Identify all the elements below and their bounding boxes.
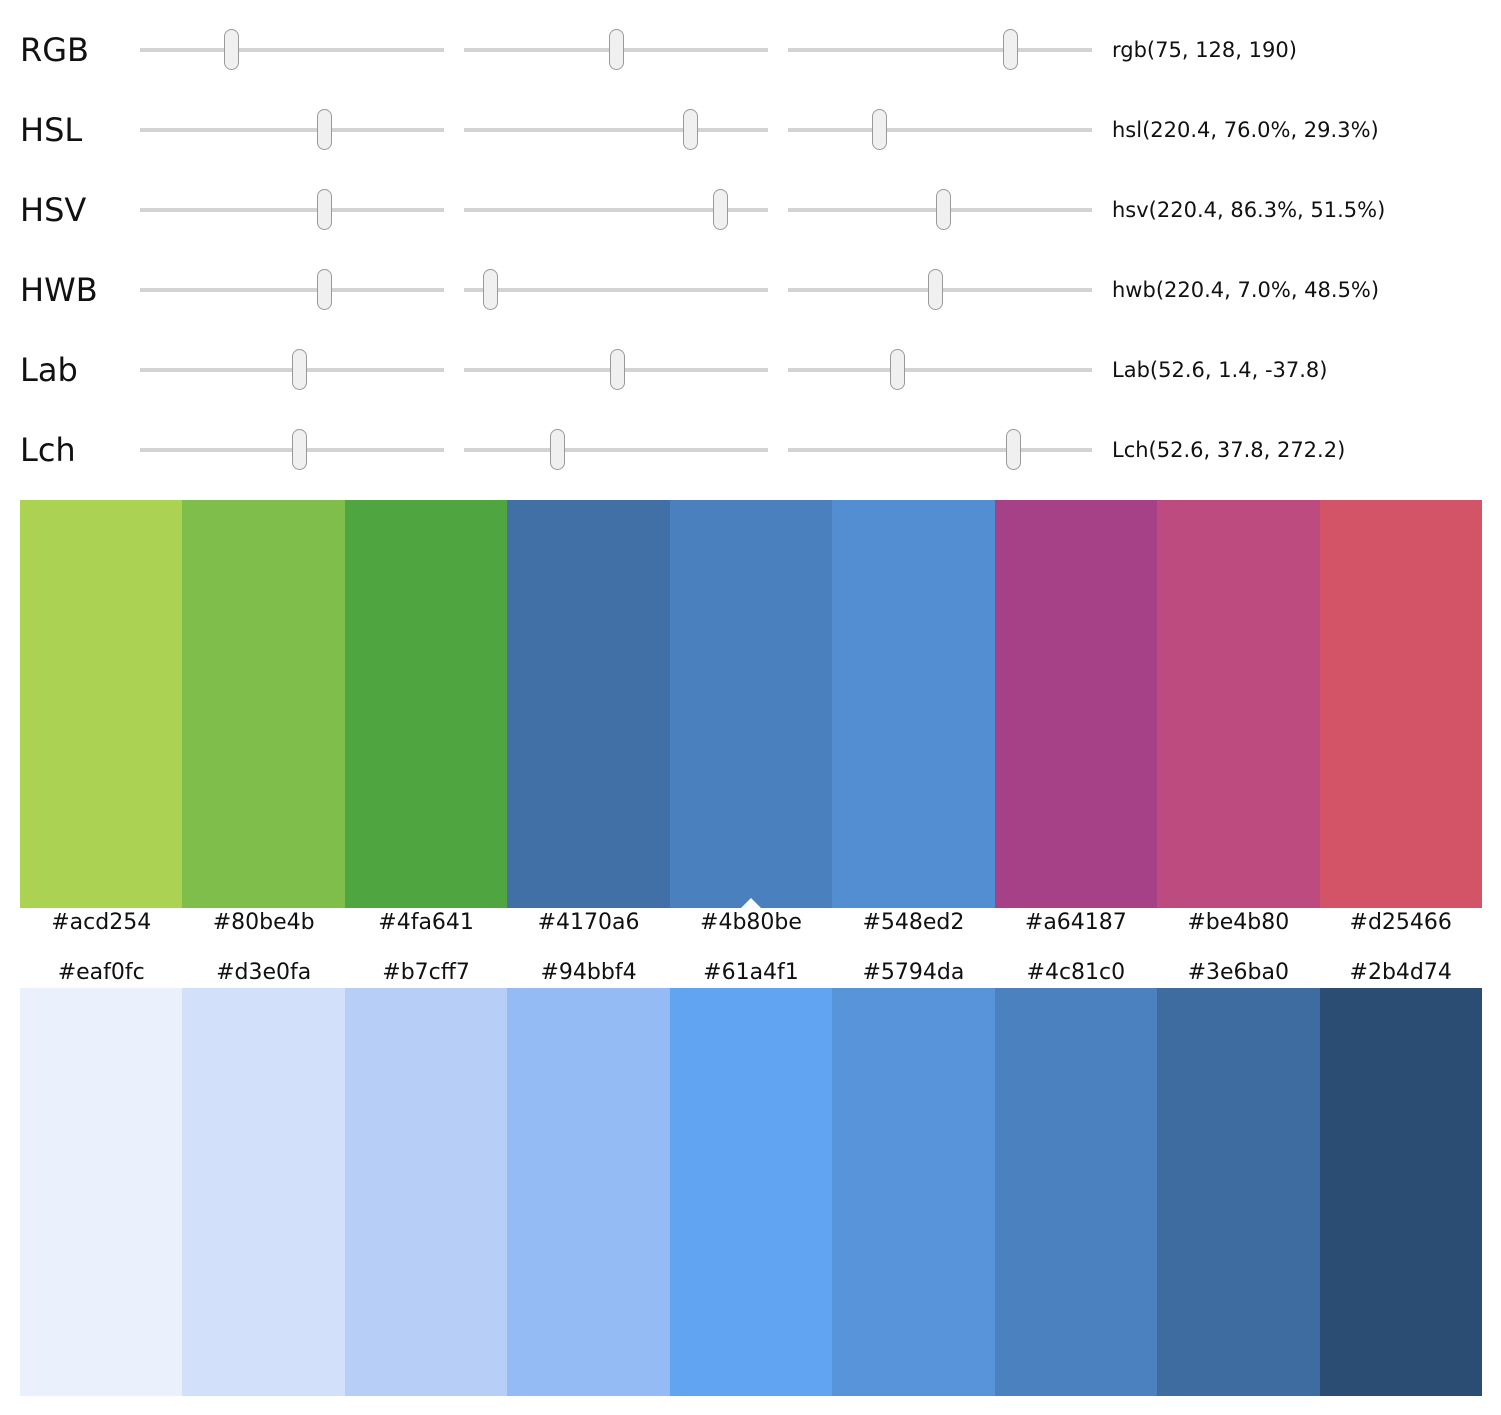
slider-track[interactable]	[140, 429, 444, 470]
slider-row-lch: Lch Lch(52.6, 37.8, 272.2)	[0, 410, 1501, 490]
palette-top	[20, 500, 1482, 908]
color-swatch[interactable]	[182, 500, 345, 908]
hex-label: #5794da	[862, 960, 965, 985]
model-label: HSV	[20, 191, 87, 229]
slider-thumb[interactable]	[871, 109, 887, 150]
color-swatch[interactable]	[1157, 988, 1320, 1396]
model-label: RGB	[20, 31, 89, 69]
color-swatch[interactable]	[832, 500, 995, 908]
slider-track[interactable]	[788, 29, 1092, 70]
slider-thumb[interactable]	[608, 29, 624, 70]
slider-thumb[interactable]	[291, 349, 307, 390]
color-swatch[interactable]	[1319, 500, 1482, 908]
color-value: Lab(52.6, 1.4, -37.8)	[1112, 358, 1328, 382]
hex-label: #4c81c0	[1026, 960, 1126, 985]
palette-bottom	[20, 988, 1482, 1396]
color-swatch[interactable]	[20, 988, 183, 1396]
slider-track[interactable]	[788, 429, 1092, 470]
hex-label: #4b80be	[700, 910, 802, 935]
slider-track[interactable]	[464, 189, 768, 230]
slider-track[interactable]	[140, 29, 444, 70]
slider-thumb[interactable]	[316, 269, 332, 310]
color-value: Lch(52.6, 37.8, 272.2)	[1112, 438, 1346, 462]
slider-thumb[interactable]	[610, 349, 626, 390]
slider-thumb[interactable]	[683, 109, 699, 150]
slider-row-hwb: HWB hwb(220.4, 7.0%, 48.5%)	[0, 250, 1501, 330]
slider-track[interactable]	[140, 269, 444, 310]
color-swatch[interactable]	[994, 500, 1158, 908]
color-swatch[interactable]	[1157, 500, 1320, 908]
slider-thumb[interactable]	[316, 189, 332, 230]
slider-thumb[interactable]	[316, 109, 332, 150]
slider-thumb[interactable]	[889, 349, 905, 390]
slider-row-hsv: HSV hsv(220.4, 86.3%, 51.5%)	[0, 170, 1501, 250]
slider-thumb[interactable]	[1003, 29, 1019, 70]
color-value: hsl(220.4, 76.0%, 29.3%)	[1112, 118, 1379, 142]
color-swatch[interactable]	[182, 988, 345, 1396]
slider-thumb[interactable]	[713, 189, 729, 230]
slider-track[interactable]	[788, 189, 1092, 230]
slider-track[interactable]	[140, 189, 444, 230]
model-label: HWB	[20, 271, 98, 309]
hex-label: #b7cff7	[382, 960, 470, 985]
model-label: Lch	[20, 431, 76, 469]
color-value: hwb(220.4, 7.0%, 48.5%)	[1112, 278, 1380, 302]
slider-thumb[interactable]	[483, 269, 499, 310]
hex-label: #80be4b	[212, 910, 315, 935]
color-swatch[interactable]	[20, 500, 183, 908]
slider-thumb[interactable]	[291, 429, 307, 470]
slider-track[interactable]	[464, 349, 768, 390]
slider-track[interactable]	[140, 349, 444, 390]
color-swatch[interactable]	[344, 500, 508, 908]
slider-track[interactable]	[140, 109, 444, 150]
color-swatch[interactable]	[1319, 988, 1482, 1396]
color-swatch[interactable]	[832, 988, 995, 1396]
hex-label: #acd254	[51, 910, 152, 935]
slider-track[interactable]	[788, 269, 1092, 310]
slider-row-rgb: RGB rgb(75, 128, 190)	[0, 10, 1501, 90]
hex-label: #3e6ba0	[1187, 960, 1289, 985]
slider-thumb[interactable]	[550, 429, 565, 470]
slider-track[interactable]	[788, 109, 1092, 150]
palette-top-labels: #acd254 #80be4b #4fa641 #4170a6 #4b80be #548e…	[20, 908, 1482, 938]
slider-row-lab: Lab Lab(52.6, 1.4, -37.8)	[0, 330, 1501, 410]
hex-label: #eaf0fc	[57, 960, 145, 985]
color-value: rgb(75, 128, 190)	[1112, 38, 1297, 62]
slider-row-hsl: HSL hsl(220.4, 76.0%, 29.3%)	[0, 90, 1501, 170]
slider-thumb[interactable]	[1006, 429, 1022, 470]
color-swatch[interactable]	[507, 500, 670, 908]
slider-thumb[interactable]	[927, 269, 943, 310]
slider-thumb[interactable]	[224, 29, 240, 70]
color-swatch[interactable]	[507, 988, 670, 1396]
selected-marker-bottom	[741, 898, 761, 908]
color-swatch[interactable]	[344, 988, 508, 1396]
hex-label: #61a4f1	[703, 960, 799, 985]
slider-track[interactable]	[464, 29, 768, 70]
color-swatch[interactable]	[669, 988, 833, 1396]
hex-label: #2b4d74	[1349, 960, 1452, 985]
slider-thumb[interactable]	[936, 189, 952, 230]
color-swatch[interactable]	[669, 500, 833, 908]
color-swatch[interactable]	[994, 988, 1158, 1396]
hex-label: #4170a6	[537, 910, 640, 935]
hex-label: #a64187	[1024, 910, 1127, 935]
slider-track[interactable]	[464, 269, 768, 310]
color-value: hsv(220.4, 86.3%, 51.5%)	[1112, 198, 1386, 222]
slider-track[interactable]	[464, 429, 768, 470]
slider-track[interactable]	[788, 349, 1092, 390]
slider-track[interactable]	[464, 109, 768, 150]
hex-label: #548ed2	[862, 910, 965, 935]
hex-label: #4fa641	[378, 910, 474, 935]
hex-label: #be4b80	[1187, 910, 1290, 935]
model-label: Lab	[20, 351, 78, 389]
hex-label: #94bbf4	[540, 960, 637, 985]
hex-label: #d25466	[1349, 910, 1452, 935]
palette-bottom-labels: #eaf0fc #d3e0fa #b7cff7 #94bbf4 #61a4f1 #5794…	[20, 958, 1482, 988]
hex-label: #d3e0fa	[216, 960, 312, 985]
model-label: HSL	[20, 111, 83, 149]
